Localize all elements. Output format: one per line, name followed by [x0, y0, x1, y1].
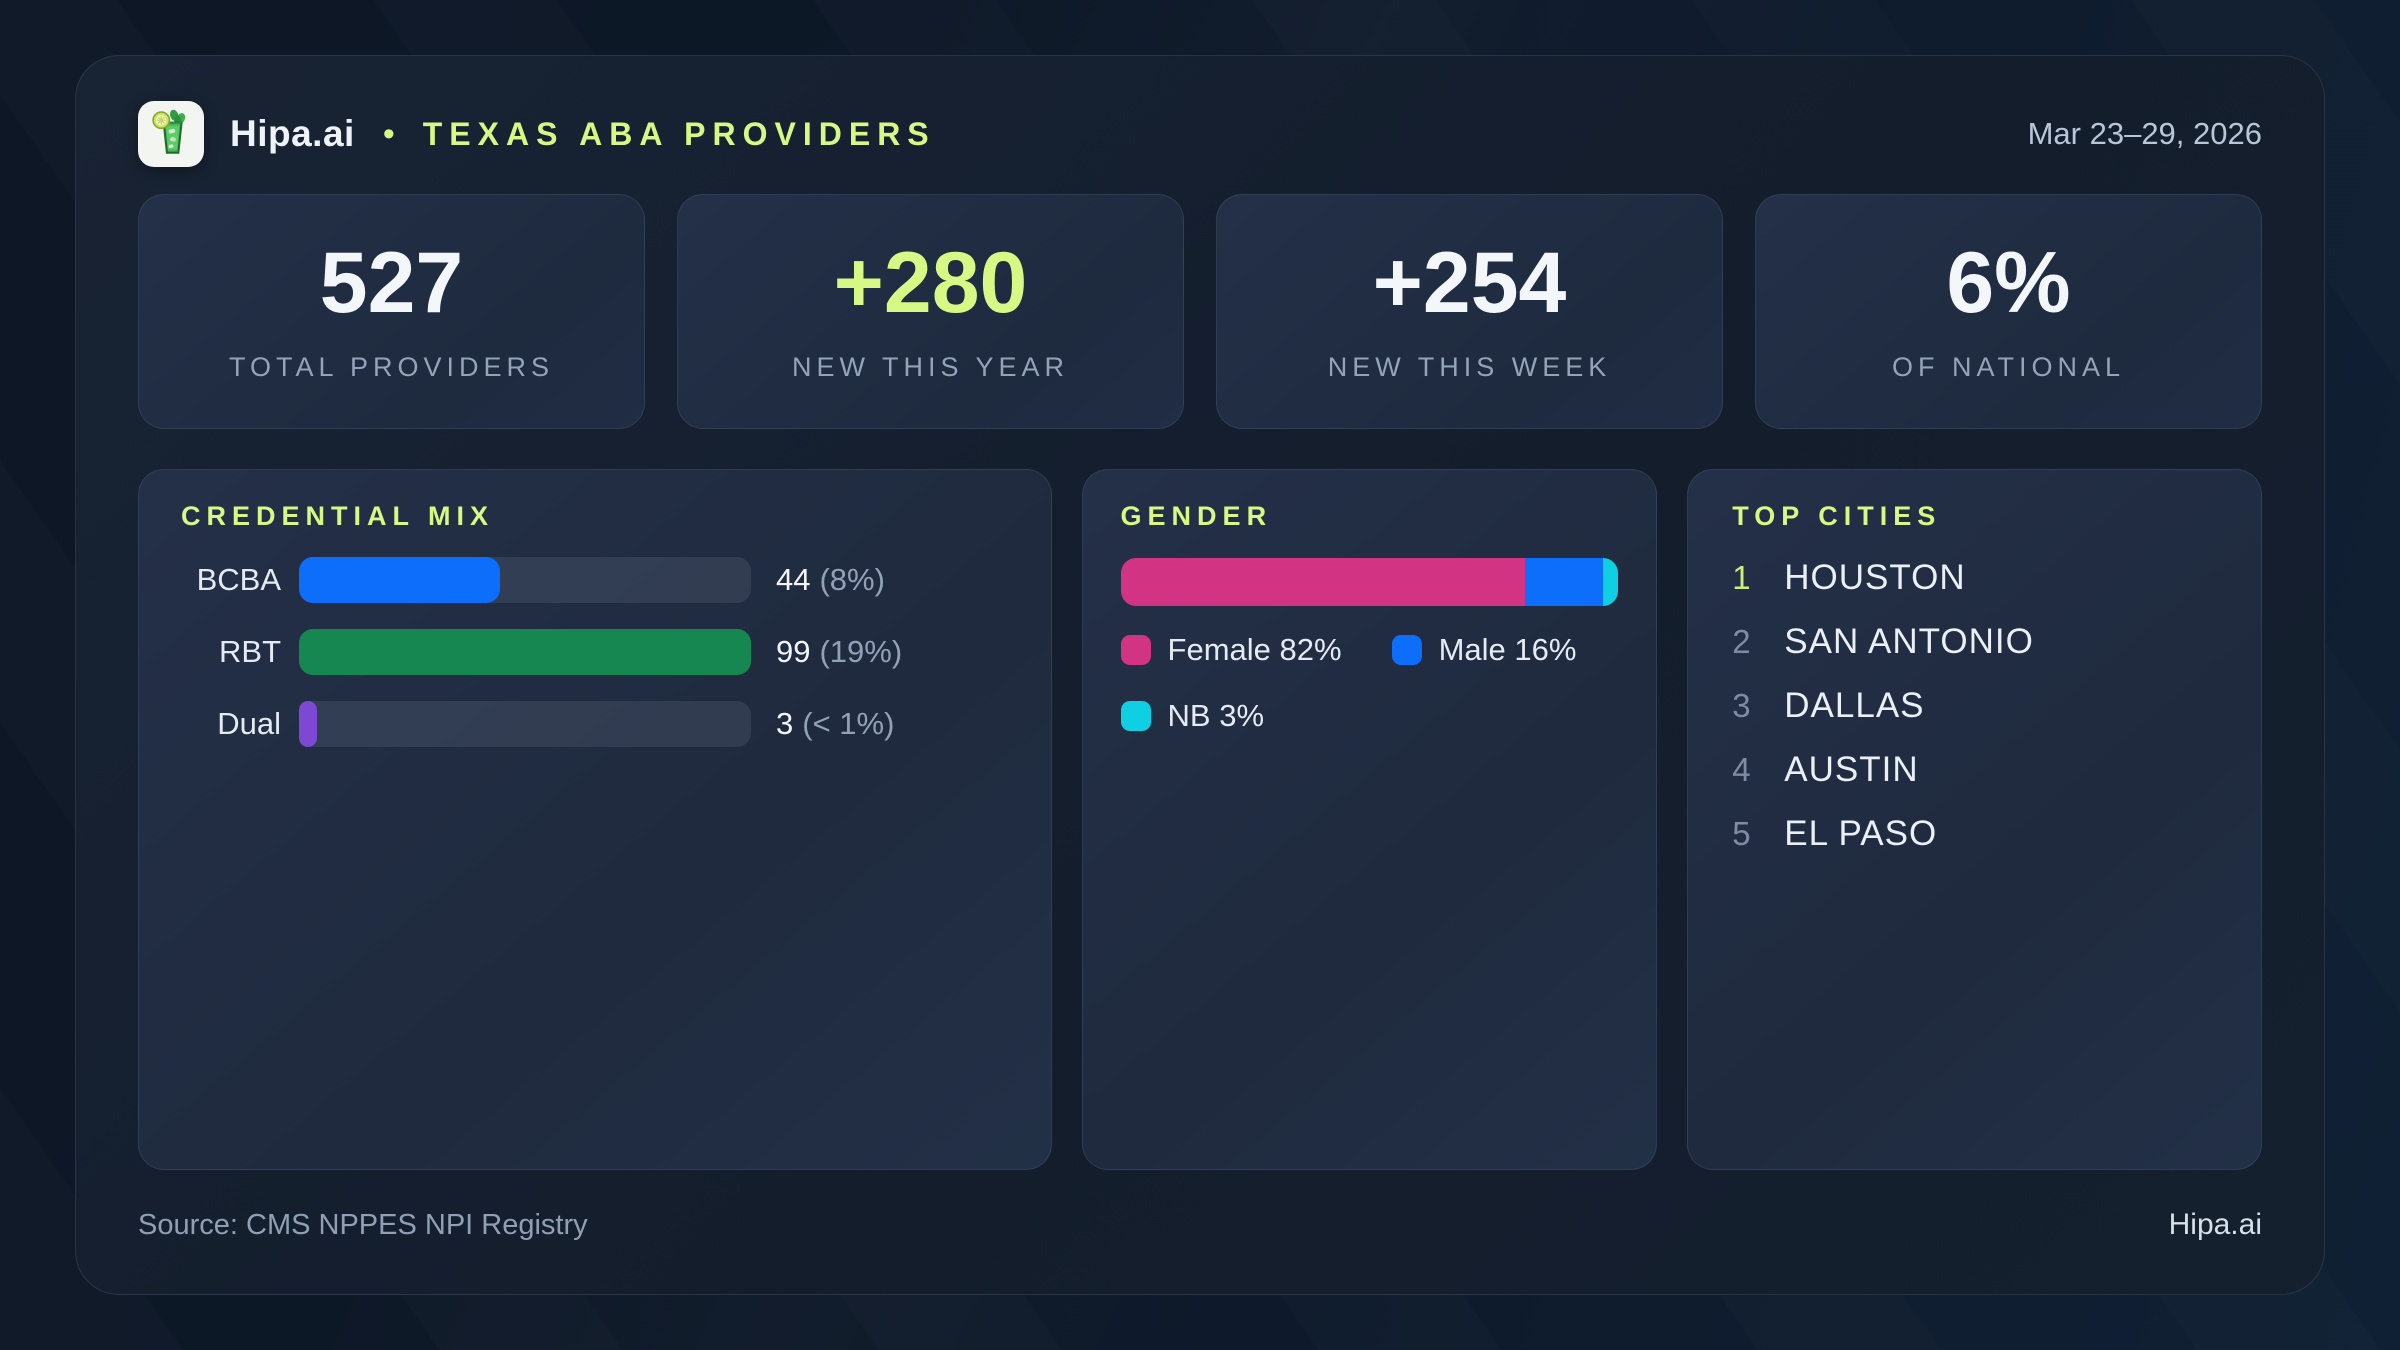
- bar-pct: (8%): [819, 562, 885, 597]
- city-row: 3 DALLAS: [1732, 674, 2223, 738]
- legend-label: NB 3%: [1167, 698, 1265, 733]
- city-rank: 4: [1732, 751, 1751, 788]
- bar-row-rbt: RBT 99 (19%): [181, 629, 1013, 675]
- bar-fill-rbt: [299, 629, 751, 675]
- bar-pct: (< 1%): [802, 706, 895, 741]
- city-list: 1 HOUSTON 2 SAN ANTONIO 3 DALLAS 4 AUSTI…: [1732, 546, 2223, 866]
- bar-fill-bcba: [299, 557, 500, 603]
- gender-segment-male: [1524, 558, 1604, 606]
- stat-value: 6%: [1946, 235, 2071, 331]
- bar-label: RBT: [219, 634, 281, 669]
- city-name: SAN ANTONIO: [1784, 622, 2034, 661]
- male-swatch-icon: [1391, 635, 1422, 665]
- bar-value: 44 (8%): [776, 562, 885, 598]
- header: Hipa.ai • TEXAS ABA PROVIDERS Mar 23–29,…: [138, 101, 2262, 167]
- stat-label: OF NATIONAL: [1891, 352, 2126, 382]
- bar-count: 99: [776, 634, 811, 669]
- bar-track: [299, 557, 751, 603]
- city-rank: 3: [1732, 687, 1751, 724]
- stat-card-new-this-year: +280 NEW THIS YEAR: [677, 194, 1184, 429]
- gender-legend-row-1: Female 82% Male 16%: [1120, 632, 1619, 668]
- city-rank: 2: [1732, 623, 1751, 660]
- legend-label: Male 16%: [1438, 632, 1577, 667]
- city-rank: 5: [1732, 815, 1751, 852]
- stat-cards-row: 527 TOTAL PROVIDERS +280 NEW THIS YEAR +…: [138, 194, 2262, 429]
- stat-value: +280: [833, 235, 1028, 331]
- panels-row: CREDENTIAL MIX BCBA 44 (8%) RBT 99 (19%): [138, 469, 2262, 1170]
- date-range: Mar 23–29, 2026: [2027, 116, 2262, 151]
- page-title: TEXAS ABA PROVIDERS: [422, 115, 936, 152]
- hipa-logo: [138, 101, 204, 167]
- legend-item-female: Female 82%: [1120, 632, 1342, 668]
- stat-value: 527: [319, 235, 464, 331]
- bar-track: [299, 701, 751, 747]
- bar-label: Dual: [217, 706, 281, 741]
- city-row: 5 EL PASO: [1732, 802, 2223, 866]
- stat-card-total-providers: 527 TOTAL PROVIDERS: [138, 194, 645, 429]
- gender-panel: GENDER Female 82% Male 16% NB: [1081, 469, 1658, 1170]
- stat-label: TOTAL PROVIDERS: [228, 352, 555, 382]
- bar-value: 3 (< 1%): [776, 706, 894, 742]
- stat-card-new-this-week: +254 NEW THIS WEEK: [1216, 194, 1723, 429]
- city-name: EL PASO: [1784, 814, 1938, 853]
- legend-item-nb: NB 3%: [1120, 698, 1265, 734]
- bar-track: [299, 629, 751, 675]
- bar-value: 99 (19%): [776, 634, 902, 670]
- city-row: 4 AUSTIN: [1732, 738, 2223, 802]
- panel-title: CREDENTIAL MIX: [181, 501, 495, 531]
- bar-label: BCBA: [196, 562, 281, 597]
- footer: Source: CMS NPPES NPI Registry Hipa.ai: [138, 1208, 2262, 1242]
- bar-fill-dual: [299, 701, 318, 747]
- credential-bars: BCBA 44 (8%) RBT 99 (19%) Dual: [181, 557, 1013, 747]
- bar-row-bcba: BCBA 44 (8%): [181, 557, 1013, 603]
- credential-mix-panel: CREDENTIAL MIX BCBA 44 (8%) RBT 99 (19%): [138, 469, 1052, 1170]
- gender-stacked-bar: [1120, 558, 1619, 606]
- city-row: 1 HOUSTON: [1732, 546, 2223, 610]
- stat-label: NEW THIS WEEK: [1327, 352, 1612, 382]
- brand-name: Hipa.ai: [230, 113, 355, 154]
- bar-pct: (19%): [819, 634, 903, 669]
- city-name: HOUSTON: [1784, 558, 1966, 597]
- legend-item-male: Male 16%: [1391, 632, 1577, 668]
- female-swatch-icon: [1120, 635, 1151, 665]
- city-name: DALLAS: [1784, 686, 1925, 725]
- bar-row-dual: Dual 3 (< 1%): [181, 701, 1013, 747]
- stat-value: +254: [1372, 235, 1567, 331]
- footer-brand: Hipa.ai: [2168, 1208, 2262, 1241]
- stat-card-of-national: 6% OF NATIONAL: [1755, 194, 2262, 429]
- panel-title: TOP CITIES: [1732, 501, 1942, 531]
- city-row: 2 SAN ANTONIO: [1732, 610, 2223, 674]
- top-cities-panel: TOP CITIES 1 HOUSTON 2 SAN ANTONIO 3 DAL…: [1687, 469, 2262, 1170]
- city-name: AUSTIN: [1784, 750, 1919, 789]
- city-rank: 1: [1732, 559, 1751, 596]
- legend-label: Female 82%: [1167, 632, 1342, 667]
- mojito-glass-icon: [152, 109, 186, 154]
- gender-segment-nb: [1603, 558, 1619, 606]
- stat-label: NEW THIS YEAR: [791, 352, 1070, 382]
- source-attribution: Source: CMS NPPES NPI Registry: [138, 1208, 588, 1241]
- gender-segment-female: [1120, 558, 1525, 606]
- bar-count: 3: [776, 706, 794, 741]
- dashboard-card: Hipa.ai • TEXAS ABA PROVIDERS Mar 23–29,…: [75, 55, 2325, 1295]
- nb-swatch-icon: [1120, 701, 1151, 731]
- panel-title: GENDER: [1120, 501, 1273, 531]
- bar-count: 44: [776, 562, 811, 597]
- bullet-separator-icon: •: [382, 115, 395, 153]
- gender-legend-row-2: NB 3%: [1120, 698, 1619, 734]
